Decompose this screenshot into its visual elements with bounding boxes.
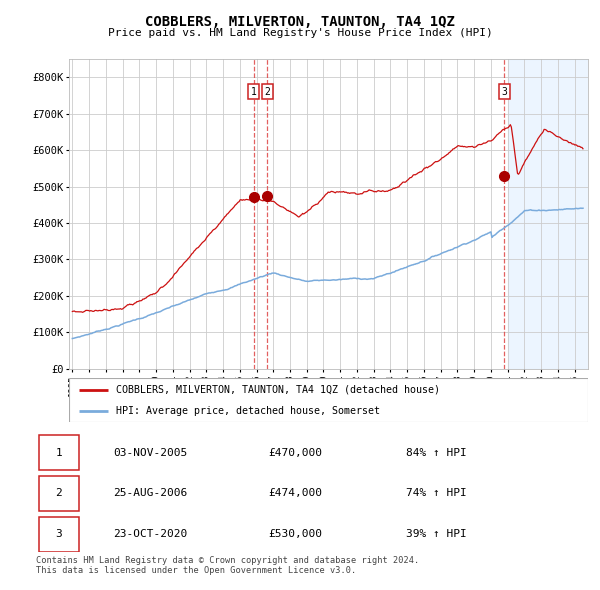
FancyBboxPatch shape xyxy=(39,476,79,511)
Text: 39% ↑ HPI: 39% ↑ HPI xyxy=(406,529,467,539)
Bar xyxy=(508,59,600,369)
FancyBboxPatch shape xyxy=(39,435,79,470)
Text: 74% ↑ HPI: 74% ↑ HPI xyxy=(406,489,467,499)
Text: 84% ↑ HPI: 84% ↑ HPI xyxy=(406,448,467,457)
Text: 3: 3 xyxy=(502,87,508,97)
Text: 2: 2 xyxy=(265,87,271,97)
Text: 25-AUG-2006: 25-AUG-2006 xyxy=(113,489,188,499)
Text: HPI: Average price, detached house, Somerset: HPI: Average price, detached house, Some… xyxy=(116,406,380,416)
Text: 1: 1 xyxy=(251,87,257,97)
Text: 23-OCT-2020: 23-OCT-2020 xyxy=(113,529,188,539)
Text: COBBLERS, MILVERTON, TAUNTON, TA4 1QZ: COBBLERS, MILVERTON, TAUNTON, TA4 1QZ xyxy=(145,15,455,29)
Text: £474,000: £474,000 xyxy=(268,489,322,499)
Text: £530,000: £530,000 xyxy=(268,529,322,539)
Text: 2: 2 xyxy=(55,489,62,499)
Text: Price paid vs. HM Land Registry's House Price Index (HPI): Price paid vs. HM Land Registry's House … xyxy=(107,28,493,38)
Text: 1: 1 xyxy=(55,448,62,457)
Text: COBBLERS, MILVERTON, TAUNTON, TA4 1QZ (detached house): COBBLERS, MILVERTON, TAUNTON, TA4 1QZ (d… xyxy=(116,385,440,395)
Text: £470,000: £470,000 xyxy=(268,448,322,457)
FancyBboxPatch shape xyxy=(39,517,79,552)
Text: Contains HM Land Registry data © Crown copyright and database right 2024.
This d: Contains HM Land Registry data © Crown c… xyxy=(36,556,419,575)
Text: 03-NOV-2005: 03-NOV-2005 xyxy=(113,448,188,457)
FancyBboxPatch shape xyxy=(69,378,588,422)
Text: 3: 3 xyxy=(55,529,62,539)
